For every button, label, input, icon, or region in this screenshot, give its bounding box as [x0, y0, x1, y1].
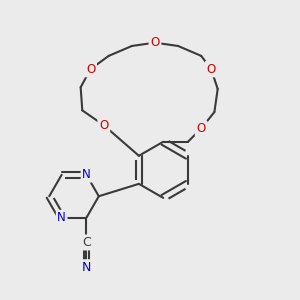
Text: O: O [196, 122, 206, 135]
Text: O: O [99, 119, 108, 132]
Text: N: N [82, 168, 91, 181]
Text: C: C [82, 236, 91, 249]
Text: O: O [86, 63, 95, 76]
Text: O: O [150, 36, 160, 49]
Text: O: O [206, 63, 216, 76]
Text: N: N [82, 261, 91, 274]
Text: N: N [57, 211, 66, 224]
